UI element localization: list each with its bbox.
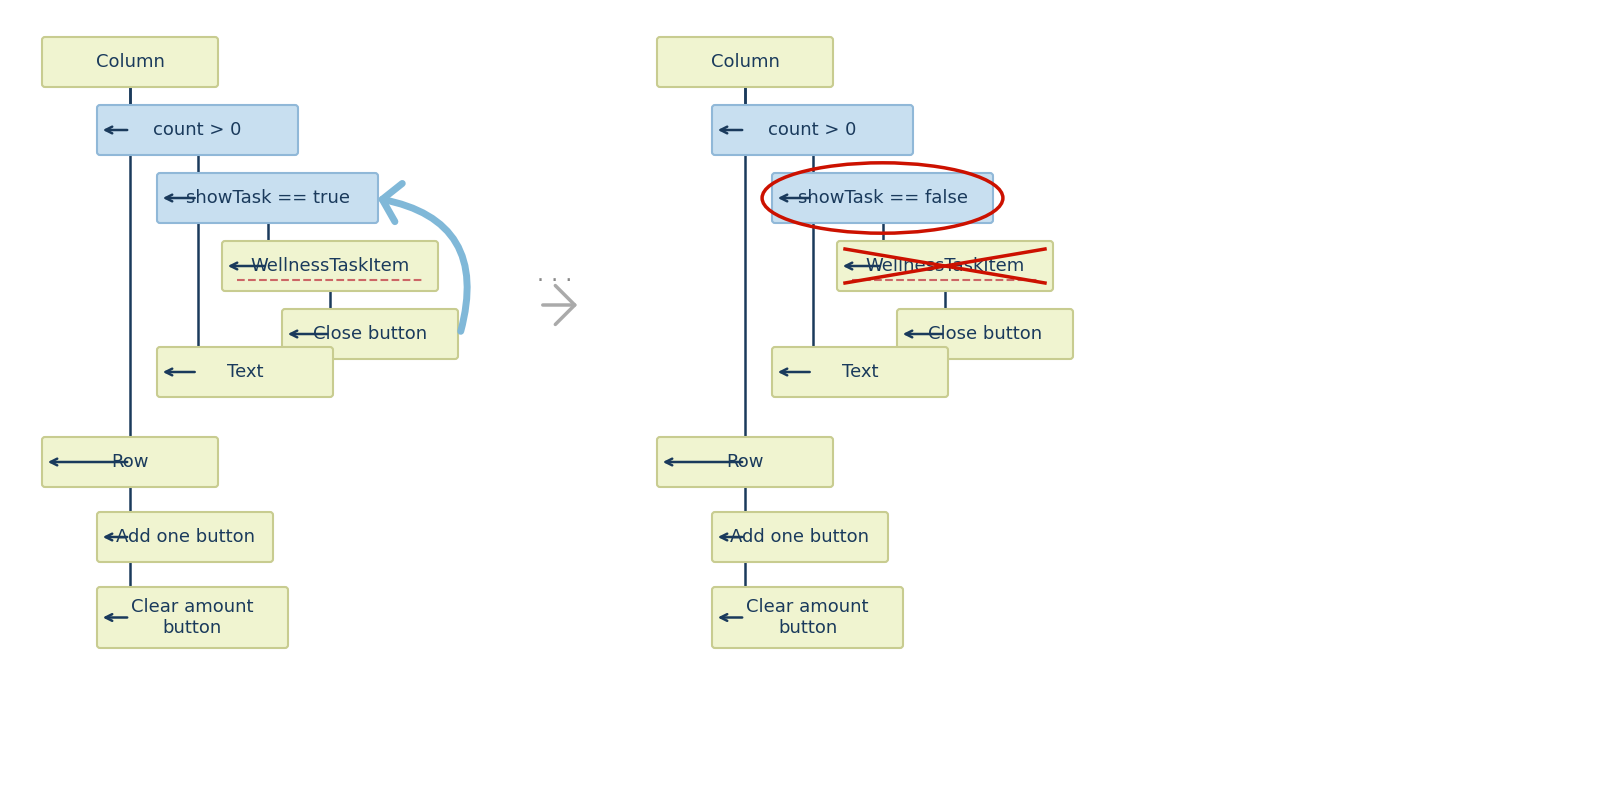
Text: Row: Row [726, 453, 763, 471]
Text: Column: Column [96, 53, 165, 71]
FancyBboxPatch shape [157, 173, 378, 223]
Text: showTask == false: showTask == false [797, 189, 968, 207]
Text: Text: Text [227, 363, 264, 381]
Text: Clear amount
button: Clear amount button [131, 598, 254, 637]
Text: Text: Text [842, 363, 878, 381]
FancyArrowPatch shape [382, 184, 467, 332]
FancyBboxPatch shape [837, 241, 1053, 291]
Text: Clear amount
button: Clear amount button [746, 598, 869, 637]
Text: Column: Column [710, 53, 779, 71]
FancyBboxPatch shape [771, 173, 994, 223]
FancyBboxPatch shape [712, 512, 888, 562]
FancyBboxPatch shape [771, 347, 947, 397]
Text: count > 0: count > 0 [768, 121, 856, 139]
Text: showTask == true: showTask == true [186, 189, 349, 207]
FancyArrowPatch shape [542, 285, 574, 324]
FancyBboxPatch shape [712, 105, 914, 155]
FancyBboxPatch shape [282, 309, 458, 359]
FancyBboxPatch shape [42, 437, 218, 487]
Text: Close button: Close button [928, 325, 1042, 343]
Text: Row: Row [112, 453, 149, 471]
FancyBboxPatch shape [157, 347, 333, 397]
FancyBboxPatch shape [98, 587, 288, 648]
FancyBboxPatch shape [658, 37, 834, 87]
Text: Add one button: Add one button [731, 528, 869, 546]
Text: count > 0: count > 0 [154, 121, 242, 139]
FancyBboxPatch shape [98, 512, 274, 562]
Text: Close button: Close button [314, 325, 427, 343]
Text: WellnessTaskItem: WellnessTaskItem [866, 257, 1024, 275]
FancyBboxPatch shape [712, 587, 902, 648]
Text: Add one button: Add one button [115, 528, 254, 546]
FancyBboxPatch shape [98, 105, 298, 155]
FancyBboxPatch shape [658, 437, 834, 487]
FancyBboxPatch shape [898, 309, 1074, 359]
Text: . . .: . . . [538, 265, 573, 285]
Text: WellnessTaskItem: WellnessTaskItem [250, 257, 410, 275]
FancyBboxPatch shape [42, 37, 218, 87]
FancyBboxPatch shape [222, 241, 438, 291]
